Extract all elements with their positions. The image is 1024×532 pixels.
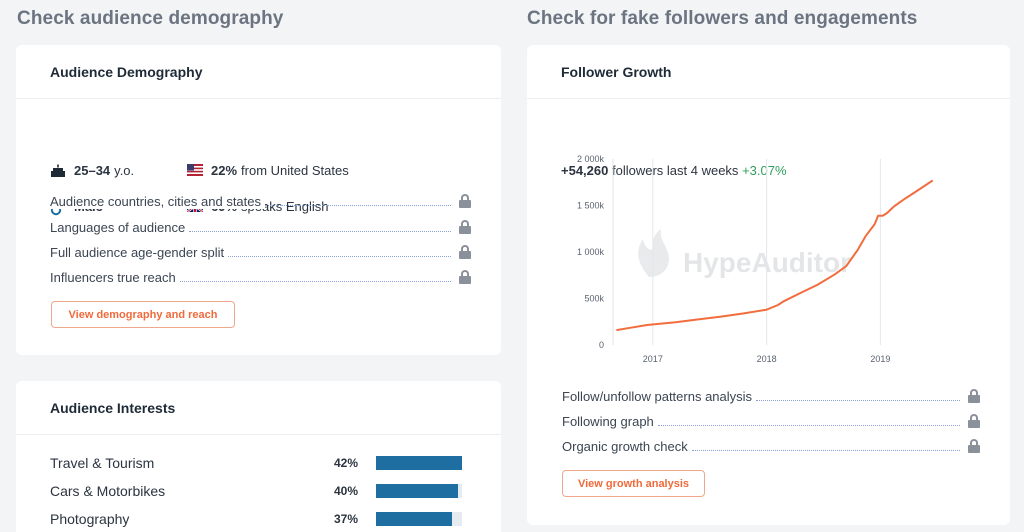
feature-label: Languages of audience bbox=[50, 219, 190, 235]
feature-row-true-reach: Influencers true reach bbox=[50, 269, 471, 285]
growth-count: +54,260 bbox=[561, 163, 609, 178]
section-title-demography: Check audience demography bbox=[17, 8, 284, 29]
view-growth-button[interactable]: View growth analysis bbox=[562, 470, 705, 497]
y-tick-label: 0 bbox=[599, 340, 604, 350]
x-tick-label: 2019 bbox=[870, 354, 890, 364]
lock-icon bbox=[459, 194, 471, 208]
feature-row-age-gender: Full audience age-gender split bbox=[50, 244, 471, 260]
dotted-leader bbox=[657, 424, 960, 426]
feature-label: Following graph bbox=[562, 413, 658, 429]
lock-icon bbox=[968, 414, 980, 428]
feature-label: Audience countries, cities and states bbox=[50, 193, 266, 209]
feature-row-languages: Languages of audience bbox=[50, 219, 471, 235]
interest-bar bbox=[376, 456, 463, 470]
feature-row-follow-patterns: Follow/unfollow patterns analysis bbox=[562, 388, 980, 404]
interest-name: Travel & Tourism bbox=[50, 455, 155, 471]
card-title: Audience Interests bbox=[16, 381, 501, 435]
interest-percent: 42% bbox=[333, 456, 358, 470]
interest-row: Photography 37% bbox=[50, 509, 480, 529]
y-tick-label: 1 000k bbox=[577, 247, 605, 257]
feature-label: Follow/unfollow patterns analysis bbox=[562, 388, 757, 404]
follower-growth-card: Follower Growth +54,260 followers last 4… bbox=[527, 45, 1010, 525]
interest-bar bbox=[376, 484, 462, 498]
hypeauditor-watermark: HypeAuditor bbox=[638, 229, 851, 278]
growth-text: followers last 4 weeks bbox=[611, 163, 739, 178]
dotted-leader bbox=[691, 449, 960, 451]
card-title: Audience Demography bbox=[16, 45, 501, 99]
feature-label: Full audience age-gender split bbox=[50, 244, 229, 260]
feature-row-following-graph: Following graph bbox=[562, 413, 980, 429]
interest-bar-fill bbox=[376, 484, 458, 498]
section-title-fake-followers: Check for fake followers and engagements bbox=[527, 8, 918, 29]
x-tick-label: 2017 bbox=[643, 354, 663, 364]
feature-row-countries: Audience countries, cities and states bbox=[50, 193, 471, 209]
interest-name: Photography bbox=[50, 511, 130, 527]
y-tick-label: 1 500k bbox=[577, 201, 605, 211]
audience-demography-card: Audience Demography 25–34 y.o. 22% from … bbox=[16, 45, 501, 355]
age-suffix: y.o. bbox=[114, 163, 135, 178]
cake-icon bbox=[50, 164, 66, 178]
dotted-leader bbox=[179, 280, 451, 282]
growth-summary: +54,260 followers last 4 weeks +3.07% bbox=[561, 163, 787, 178]
dotted-leader bbox=[756, 399, 960, 401]
lock-icon bbox=[459, 220, 471, 234]
audience-interests-card: Audience Interests Travel & Tourism 42% … bbox=[16, 381, 501, 532]
country-suffix: from United States bbox=[241, 163, 349, 178]
feature-label: Organic growth check bbox=[562, 438, 692, 454]
y-tick-label: 500k bbox=[584, 294, 604, 304]
age-stat: 25–34 y.o. bbox=[50, 163, 134, 178]
y-tick-label: 2 000k bbox=[577, 154, 605, 164]
feature-row-organic-growth: Organic growth check bbox=[562, 438, 980, 454]
x-tick-label: 2018 bbox=[757, 354, 777, 364]
interest-row: Travel & Tourism 42% bbox=[50, 453, 480, 473]
follower-growth-chart: HypeAuditor 0 500k 1 000k 1 500k 2 000k 2017… bbox=[577, 154, 934, 364]
lock-icon bbox=[968, 389, 980, 403]
interest-name: Cars & Motorbikes bbox=[50, 483, 166, 499]
dotted-leader bbox=[265, 204, 451, 206]
lock-icon bbox=[968, 439, 980, 453]
feature-label: Influencers true reach bbox=[50, 269, 180, 285]
interest-percent: 37% bbox=[333, 512, 358, 526]
growth-rate: +3.07% bbox=[742, 163, 787, 178]
lock-icon bbox=[459, 245, 471, 259]
country-value: 22% bbox=[211, 163, 238, 178]
dotted-leader bbox=[228, 255, 451, 257]
interest-row: Cars & Motorbikes 40% bbox=[50, 481, 480, 501]
interest-bar-fill bbox=[376, 456, 463, 470]
card-title: Follower Growth bbox=[527, 45, 1010, 99]
interest-bar bbox=[376, 512, 462, 526]
dotted-leader bbox=[189, 230, 451, 232]
follower-growth-series-line bbox=[616, 179, 934, 332]
lock-icon bbox=[459, 270, 471, 284]
country-stat: 22% from United States bbox=[187, 163, 349, 178]
interest-bar-fill bbox=[376, 512, 452, 526]
age-value: 25–34 bbox=[74, 163, 111, 178]
interest-percent: 40% bbox=[333, 484, 358, 498]
view-demography-button[interactable]: View demography and reach bbox=[51, 301, 235, 328]
us-flag-icon bbox=[187, 163, 203, 178]
